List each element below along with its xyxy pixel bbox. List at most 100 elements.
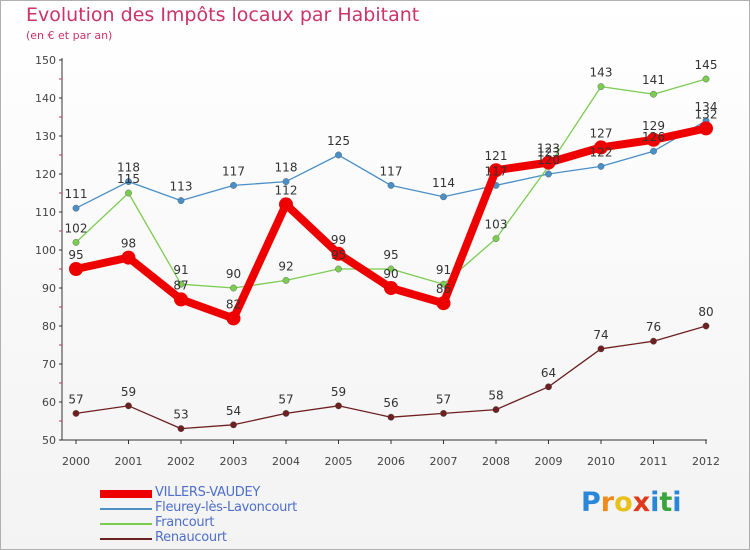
data-label-fleurey-l-s-lavoncourt: 120: [537, 153, 560, 167]
data-point-villers-vaudey: [384, 281, 398, 295]
y-tick-label: 60: [42, 396, 56, 409]
data-point-fleurey-l-s-lavoncourt: [545, 170, 552, 178]
data-point-renaucourt: [335, 402, 342, 410]
series-line-renaucourt: [75, 325, 707, 430]
x-tick-label: 2000: [62, 455, 90, 468]
data-label-francourt: 141: [642, 73, 665, 87]
data-point-francourt: [387, 265, 395, 273]
logo-letter: x: [632, 487, 651, 518]
data-label-fleurey-l-s-lavoncourt: 117: [222, 164, 245, 178]
data-label-fleurey-l-s-lavoncourt: 118: [275, 161, 298, 175]
y-tick-label: 50: [42, 434, 56, 447]
x-tick-label: 2010: [587, 455, 615, 468]
data-label-renaucourt: 56: [383, 396, 398, 410]
x-tick-label: 2006: [377, 455, 405, 468]
data-point-fleurey-l-s-lavoncourt: [282, 178, 290, 186]
y-tick-label: 70: [42, 358, 56, 371]
data-point-fleurey-l-s-lavoncourt: [230, 181, 237, 189]
data-label-francourt: 102: [65, 221, 88, 235]
y-tick-label: 100: [35, 244, 56, 257]
data-point-francourt: [230, 284, 237, 292]
data-point-villers-vaudey: [594, 140, 608, 155]
data-label-fleurey-l-s-lavoncourt: 134: [695, 100, 718, 114]
data-label-fleurey-l-s-lavoncourt: 117: [380, 164, 403, 178]
data-label-renaucourt: 59: [121, 385, 136, 399]
data-point-villers-vaudey: [331, 246, 346, 261]
y-tick-label: 80: [42, 320, 56, 333]
data-point-villers-vaudey: [699, 121, 713, 136]
data-label-villers-vaudey: 87: [173, 278, 188, 292]
data-point-villers-vaudey: [174, 292, 188, 307]
data-label-renaucourt: 76: [646, 320, 661, 334]
data-label-renaucourt: 64: [541, 366, 556, 380]
data-point-francourt: [335, 265, 342, 273]
data-label-francourt: 90: [226, 267, 241, 281]
legend-label-francourt: Francourt: [155, 515, 215, 530]
data-point-fleurey-l-s-lavoncourt: [177, 197, 185, 205]
data-point-villers-vaudey: [436, 296, 451, 311]
data-label-francourt: 103: [485, 218, 508, 232]
data-point-fleurey-l-s-lavoncourt: [440, 193, 447, 201]
data-label-francourt: 95: [383, 248, 398, 262]
data-label-renaucourt: 54: [226, 404, 241, 418]
data-label-renaucourt: 59: [331, 385, 346, 399]
proxiti-logo: Proxiti: [581, 487, 682, 518]
data-label-francourt: 95: [331, 248, 346, 262]
data-point-francourt: [597, 83, 605, 91]
data-label-villers-vaudey: 86: [436, 282, 451, 296]
data-label-renaucourt: 57: [278, 392, 293, 406]
data-point-renaucourt: [72, 409, 80, 417]
data-label-villers-vaudey: 95: [68, 248, 83, 262]
y-tick-label: 130: [35, 130, 56, 143]
data-label-francourt: 91: [173, 263, 188, 277]
data-label-renaucourt: 74: [593, 328, 608, 342]
legend-label-fleurey: Fleurey-lès-Lavoncourt: [155, 500, 297, 515]
data-label-renaucourt: 58: [488, 389, 503, 403]
data-label-francourt: 143: [590, 66, 613, 80]
data-label-fleurey-l-s-lavoncourt: 117: [485, 164, 508, 178]
data-point-renaucourt: [125, 402, 132, 410]
data-label-villers-vaudey: 132: [695, 107, 718, 121]
logo-letter: P: [581, 487, 601, 518]
data-label-villers-vaudey: 123: [537, 142, 560, 156]
data-label-fleurey-l-s-lavoncourt: 125: [327, 134, 350, 148]
data-point-renaucourt: [387, 413, 395, 421]
data-point-francourt: [702, 75, 710, 83]
data-label-renaucourt: 53: [173, 408, 188, 422]
data-label-fleurey-l-s-lavoncourt: 126: [642, 130, 665, 144]
data-label-francourt: 123: [537, 145, 560, 159]
data-point-renaucourt: [230, 421, 237, 429]
data-label-renaucourt: 57: [436, 392, 451, 406]
data-label-fleurey-l-s-lavoncourt: 111: [65, 187, 88, 201]
legend-swatch-fleurey: [100, 508, 152, 510]
x-tick-label: 2004: [272, 455, 300, 468]
x-tick-label: 2009: [535, 455, 563, 468]
data-point-francourt: [177, 280, 185, 288]
data-label-villers-vaudey: 112: [275, 183, 298, 197]
data-point-renaucourt: [177, 425, 185, 432]
x-tick-label: 2001: [115, 455, 143, 468]
x-tick-label: 2008: [482, 455, 510, 468]
data-point-renaucourt: [492, 406, 500, 413]
x-tick-label: 2002: [167, 455, 195, 468]
chart-subtitle: (en € et par an): [26, 29, 113, 42]
data-point-renaucourt: [702, 322, 710, 330]
data-point-fleurey-l-s-lavoncourt: [125, 178, 132, 186]
y-tick-label: 90: [42, 282, 56, 295]
data-label-fleurey-l-s-lavoncourt: 118: [117, 161, 140, 175]
data-point-fleurey-l-s-lavoncourt: [72, 204, 80, 212]
y-tick-label: 150: [35, 54, 56, 67]
data-label-villers-vaudey: 99: [331, 233, 346, 247]
data-point-francourt: [282, 276, 290, 284]
data-label-renaucourt: 57: [68, 392, 83, 406]
data-point-villers-vaudey: [69, 262, 83, 276]
data-point-renaucourt: [597, 345, 605, 353]
data-label-fleurey-l-s-lavoncourt: 122: [590, 145, 613, 159]
logo-letter: i: [672, 487, 682, 518]
data-point-renaucourt: [545, 383, 552, 391]
data-point-villers-vaudey: [489, 163, 503, 178]
data-point-villers-vaudey: [279, 197, 293, 212]
data-label-renaucourt: 80: [698, 305, 713, 319]
data-point-francourt: [492, 235, 500, 243]
